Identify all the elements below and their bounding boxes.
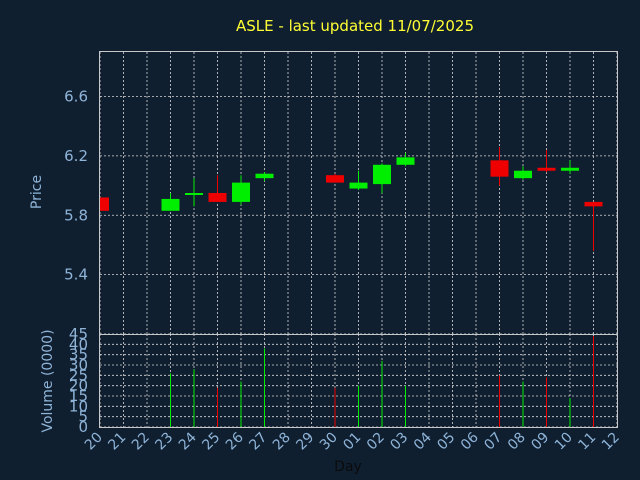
candle-body bbox=[373, 164, 391, 185]
candle-body bbox=[349, 182, 368, 189]
candle bbox=[584, 201, 603, 251]
candle-body bbox=[232, 182, 250, 202]
price-tick-label: 6.2 bbox=[64, 147, 88, 165]
candle-body bbox=[514, 170, 532, 179]
x-tick-label: 25 bbox=[199, 430, 223, 454]
x-tick-label: 23 bbox=[152, 430, 176, 454]
x-axis-label: Day bbox=[334, 459, 362, 475]
x-tick-label: 07 bbox=[481, 430, 505, 454]
x-tick-label: 28 bbox=[270, 430, 294, 454]
candle bbox=[161, 193, 180, 211]
price-tick-label: 5.8 bbox=[64, 206, 88, 224]
x-tick-label: 06 bbox=[458, 429, 482, 453]
volume-tick-label: 25 bbox=[69, 366, 88, 384]
x-tick-label: 22 bbox=[129, 430, 153, 454]
candle bbox=[208, 175, 227, 202]
volume-tick-label: 45 bbox=[69, 325, 88, 343]
x-tick-label: 26 bbox=[223, 429, 247, 453]
x-tick-label: 27 bbox=[246, 430, 270, 454]
volume-tick-label: 35 bbox=[69, 346, 88, 364]
x-tick-label: 10 bbox=[552, 430, 576, 454]
candle-body bbox=[490, 160, 509, 177]
volume-axis-label: Volume (0000) bbox=[40, 329, 56, 432]
candle-body bbox=[161, 198, 180, 211]
x-tick-label: 03 bbox=[387, 430, 411, 454]
x-axis-ticks: 20 21 22 23 24 25 26 27 28 29 30 01 02 03 04 05 06 07 08 09… bbox=[82, 429, 623, 453]
candle bbox=[232, 175, 250, 205]
candle bbox=[561, 160, 579, 174]
candle-body bbox=[100, 197, 109, 211]
candle-body bbox=[584, 201, 603, 207]
y-axis-label: Price bbox=[29, 175, 45, 209]
x-tick-label: 08 bbox=[505, 430, 529, 454]
volume-tick-label: 20 bbox=[69, 377, 88, 395]
x-tick-label: 04 bbox=[411, 429, 435, 453]
volume-tick-label: 5 bbox=[78, 408, 88, 426]
candle-body bbox=[326, 175, 344, 183]
candle-body bbox=[185, 193, 203, 195]
x-tick-label: 21 bbox=[105, 430, 129, 454]
volume-tick-label: 15 bbox=[69, 387, 88, 405]
candle bbox=[185, 178, 203, 207]
x-tick-label: 05 bbox=[434, 430, 458, 454]
price-tick-label: 5.4 bbox=[64, 266, 88, 284]
x-tick-label: 24 bbox=[176, 429, 200, 453]
candle bbox=[255, 172, 274, 182]
volume-tick-label: 30 bbox=[69, 356, 88, 374]
candle-body bbox=[561, 167, 579, 171]
candle-body bbox=[396, 157, 415, 165]
candle bbox=[396, 152, 415, 167]
candle bbox=[349, 170, 368, 191]
candle-body bbox=[537, 167, 556, 171]
candle bbox=[514, 166, 532, 180]
candle bbox=[326, 173, 344, 183]
x-tick-label: 01 bbox=[340, 430, 364, 454]
x-tick-label: 30 bbox=[317, 430, 341, 454]
candle bbox=[373, 163, 391, 193]
candle-body bbox=[255, 173, 274, 179]
x-tick-label: 09 bbox=[528, 430, 552, 454]
x-tick-label: 02 bbox=[364, 430, 388, 454]
chart-title: ASLE - last updated 11/07/2025 bbox=[236, 17, 474, 35]
price-panel: 5.4 5.8 6.2 6.6 Price bbox=[29, 51, 618, 335]
candle bbox=[99, 197, 109, 211]
volume-tick-label: 0 bbox=[78, 418, 88, 436]
volume-tick-label: 10 bbox=[69, 397, 88, 415]
x-tick-label: 29 bbox=[293, 430, 317, 454]
volume-tick-label: 40 bbox=[69, 335, 88, 353]
candle-body bbox=[208, 193, 227, 202]
volume-panel-frame bbox=[99, 334, 618, 428]
x-tick-label: 12 bbox=[599, 430, 623, 454]
candle bbox=[537, 149, 556, 173]
candle bbox=[490, 146, 509, 186]
price-tick-label: 6.6 bbox=[64, 88, 88, 106]
x-tick-label: 11 bbox=[575, 430, 599, 454]
